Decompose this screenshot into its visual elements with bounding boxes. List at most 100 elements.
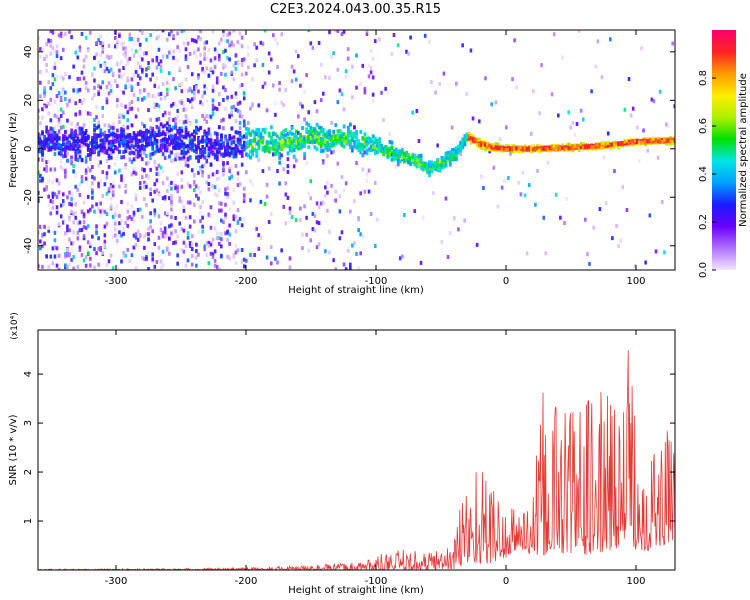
heatmap-cell: [59, 56, 63, 61]
heatmap-cell: [190, 168, 194, 173]
heatmap-cell: [130, 216, 134, 221]
heatmap-cell: [61, 220, 65, 225]
heatmap-cell: [51, 261, 55, 266]
heatmap-cell: [390, 145, 394, 150]
heatmap-cell: [217, 57, 221, 62]
heatmap-cell: [257, 129, 261, 134]
heatmap-cell: [238, 216, 242, 221]
heatmap-cell: [396, 162, 400, 167]
heatmap-cell: [84, 170, 88, 175]
heatmap-cell: [417, 158, 421, 163]
heatmap-cell: [138, 207, 142, 212]
heatmap-cell: [394, 152, 398, 157]
heatmap-cell: [155, 172, 159, 177]
heatmap-cell: [355, 137, 359, 142]
heatmap-cell: [569, 146, 573, 151]
heatmap-cell: [76, 150, 80, 155]
heatmap-cell: [274, 37, 277, 42]
heatmap-cell: [97, 144, 101, 149]
heatmap-cell: [228, 166, 231, 171]
heatmap-cell: [141, 97, 144, 102]
heatmap-cell: [349, 209, 352, 214]
heatmap-cell: [157, 34, 161, 39]
heatmap-cell: [263, 148, 267, 153]
heatmap-cell: [240, 135, 244, 140]
heatmap-cell: [172, 36, 175, 41]
heatmap-cell: [388, 146, 392, 151]
heatmap-cell: [644, 140, 648, 145]
heatmap-cell: [199, 155, 203, 160]
heatmap-cell: [170, 150, 173, 155]
heatmap-cell: [61, 87, 65, 92]
heatmap-cell: [215, 137, 219, 142]
spectrogram-frame: [37, 29, 676, 271]
heatmap-cell: [230, 150, 234, 155]
heatmap-cell: [515, 85, 518, 90]
heatmap-cell: [118, 184, 121, 189]
heatmap-cell: [488, 143, 492, 148]
heatmap-cell: [122, 90, 125, 95]
heatmap-cell: [57, 91, 61, 96]
heatmap-cell: [267, 149, 271, 154]
heatmap-cell: [411, 160, 415, 165]
heatmap-cell: [41, 244, 44, 249]
heatmap-cell: [577, 30, 581, 33]
heatmap-cell: [224, 202, 227, 207]
heatmap-cell: [297, 114, 300, 119]
heatmap-cell: [89, 244, 92, 249]
heatmap-cell: [74, 123, 78, 128]
heatmap-cell: [59, 31, 63, 36]
heatmap-cell: [299, 217, 302, 222]
heatmap-cell: [280, 32, 283, 37]
heatmap-cell: [41, 131, 44, 136]
heatmap-cell: [373, 244, 377, 249]
heatmap-cell: [99, 213, 102, 218]
heatmap-cell: [157, 128, 161, 133]
heatmap-cell: [272, 152, 275, 157]
heatmap-cell: [107, 146, 111, 151]
heatmap-cell: [294, 135, 298, 140]
heatmap-cell: [332, 258, 335, 263]
heatmap-cell: [226, 98, 229, 103]
heatmap-cell: [425, 163, 429, 168]
heatmap-cell: [627, 77, 631, 82]
heatmap-cell: [259, 135, 263, 140]
heatmap-cell: [376, 143, 379, 148]
heatmap-cell: [126, 209, 130, 214]
heatmap-cell: [465, 132, 469, 137]
heatmap-cell: [376, 150, 379, 155]
heatmap-cell: [213, 192, 217, 197]
heatmap-cell: [143, 245, 146, 250]
heatmap-cell: [84, 128, 88, 133]
heatmap-cell: [103, 133, 107, 138]
heatmap-cell: [217, 41, 221, 46]
heatmap-cell: [238, 42, 242, 47]
heatmap-cell: [407, 153, 411, 158]
heatmap-cell: [486, 141, 490, 146]
heatmap-cell: [319, 201, 323, 206]
heatmap-cell: [186, 235, 190, 240]
heatmap-cell: [305, 121, 309, 126]
heatmap-cell: [330, 54, 333, 59]
heatmap-cell: [143, 131, 146, 136]
heatmap-cell: [240, 72, 244, 77]
heatmap-cell: [64, 136, 67, 141]
heatmap-cell: [116, 62, 119, 67]
heatmap-cell: [444, 162, 448, 167]
heatmap-cell: [124, 253, 127, 258]
heatmap-cell: [70, 143, 74, 148]
heatmap-cell: [184, 144, 188, 149]
heatmap-cell: [145, 143, 148, 148]
heatmap-cell: [91, 204, 94, 209]
heatmap-cell: [265, 140, 269, 145]
heatmap-cell: [398, 152, 402, 157]
heatmap-cell: [386, 149, 390, 154]
heatmap-cell: [205, 66, 209, 71]
heatmap-cell: [180, 141, 184, 146]
heatmap-cell: [165, 54, 169, 59]
heatmap-cell: [278, 87, 281, 92]
heatmap-cell: [91, 71, 94, 76]
heatmap-cell: [145, 184, 148, 189]
heatmap-cell: [369, 211, 373, 216]
heatmap-cell: [190, 234, 194, 239]
